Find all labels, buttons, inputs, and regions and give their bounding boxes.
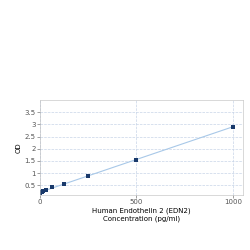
X-axis label: Human Endothelin 2 (EDN2)
Concentration (pg/ml): Human Endothelin 2 (EDN2) Concentration … [92,208,190,222]
Point [41,189,45,193]
Point [44,188,48,192]
Y-axis label: OD: OD [16,142,22,153]
Point [50,185,54,189]
Point [62,182,66,186]
Point [231,125,235,129]
Point [86,174,90,178]
Point [40,190,44,194]
Point [38,190,42,194]
Point [134,158,138,162]
